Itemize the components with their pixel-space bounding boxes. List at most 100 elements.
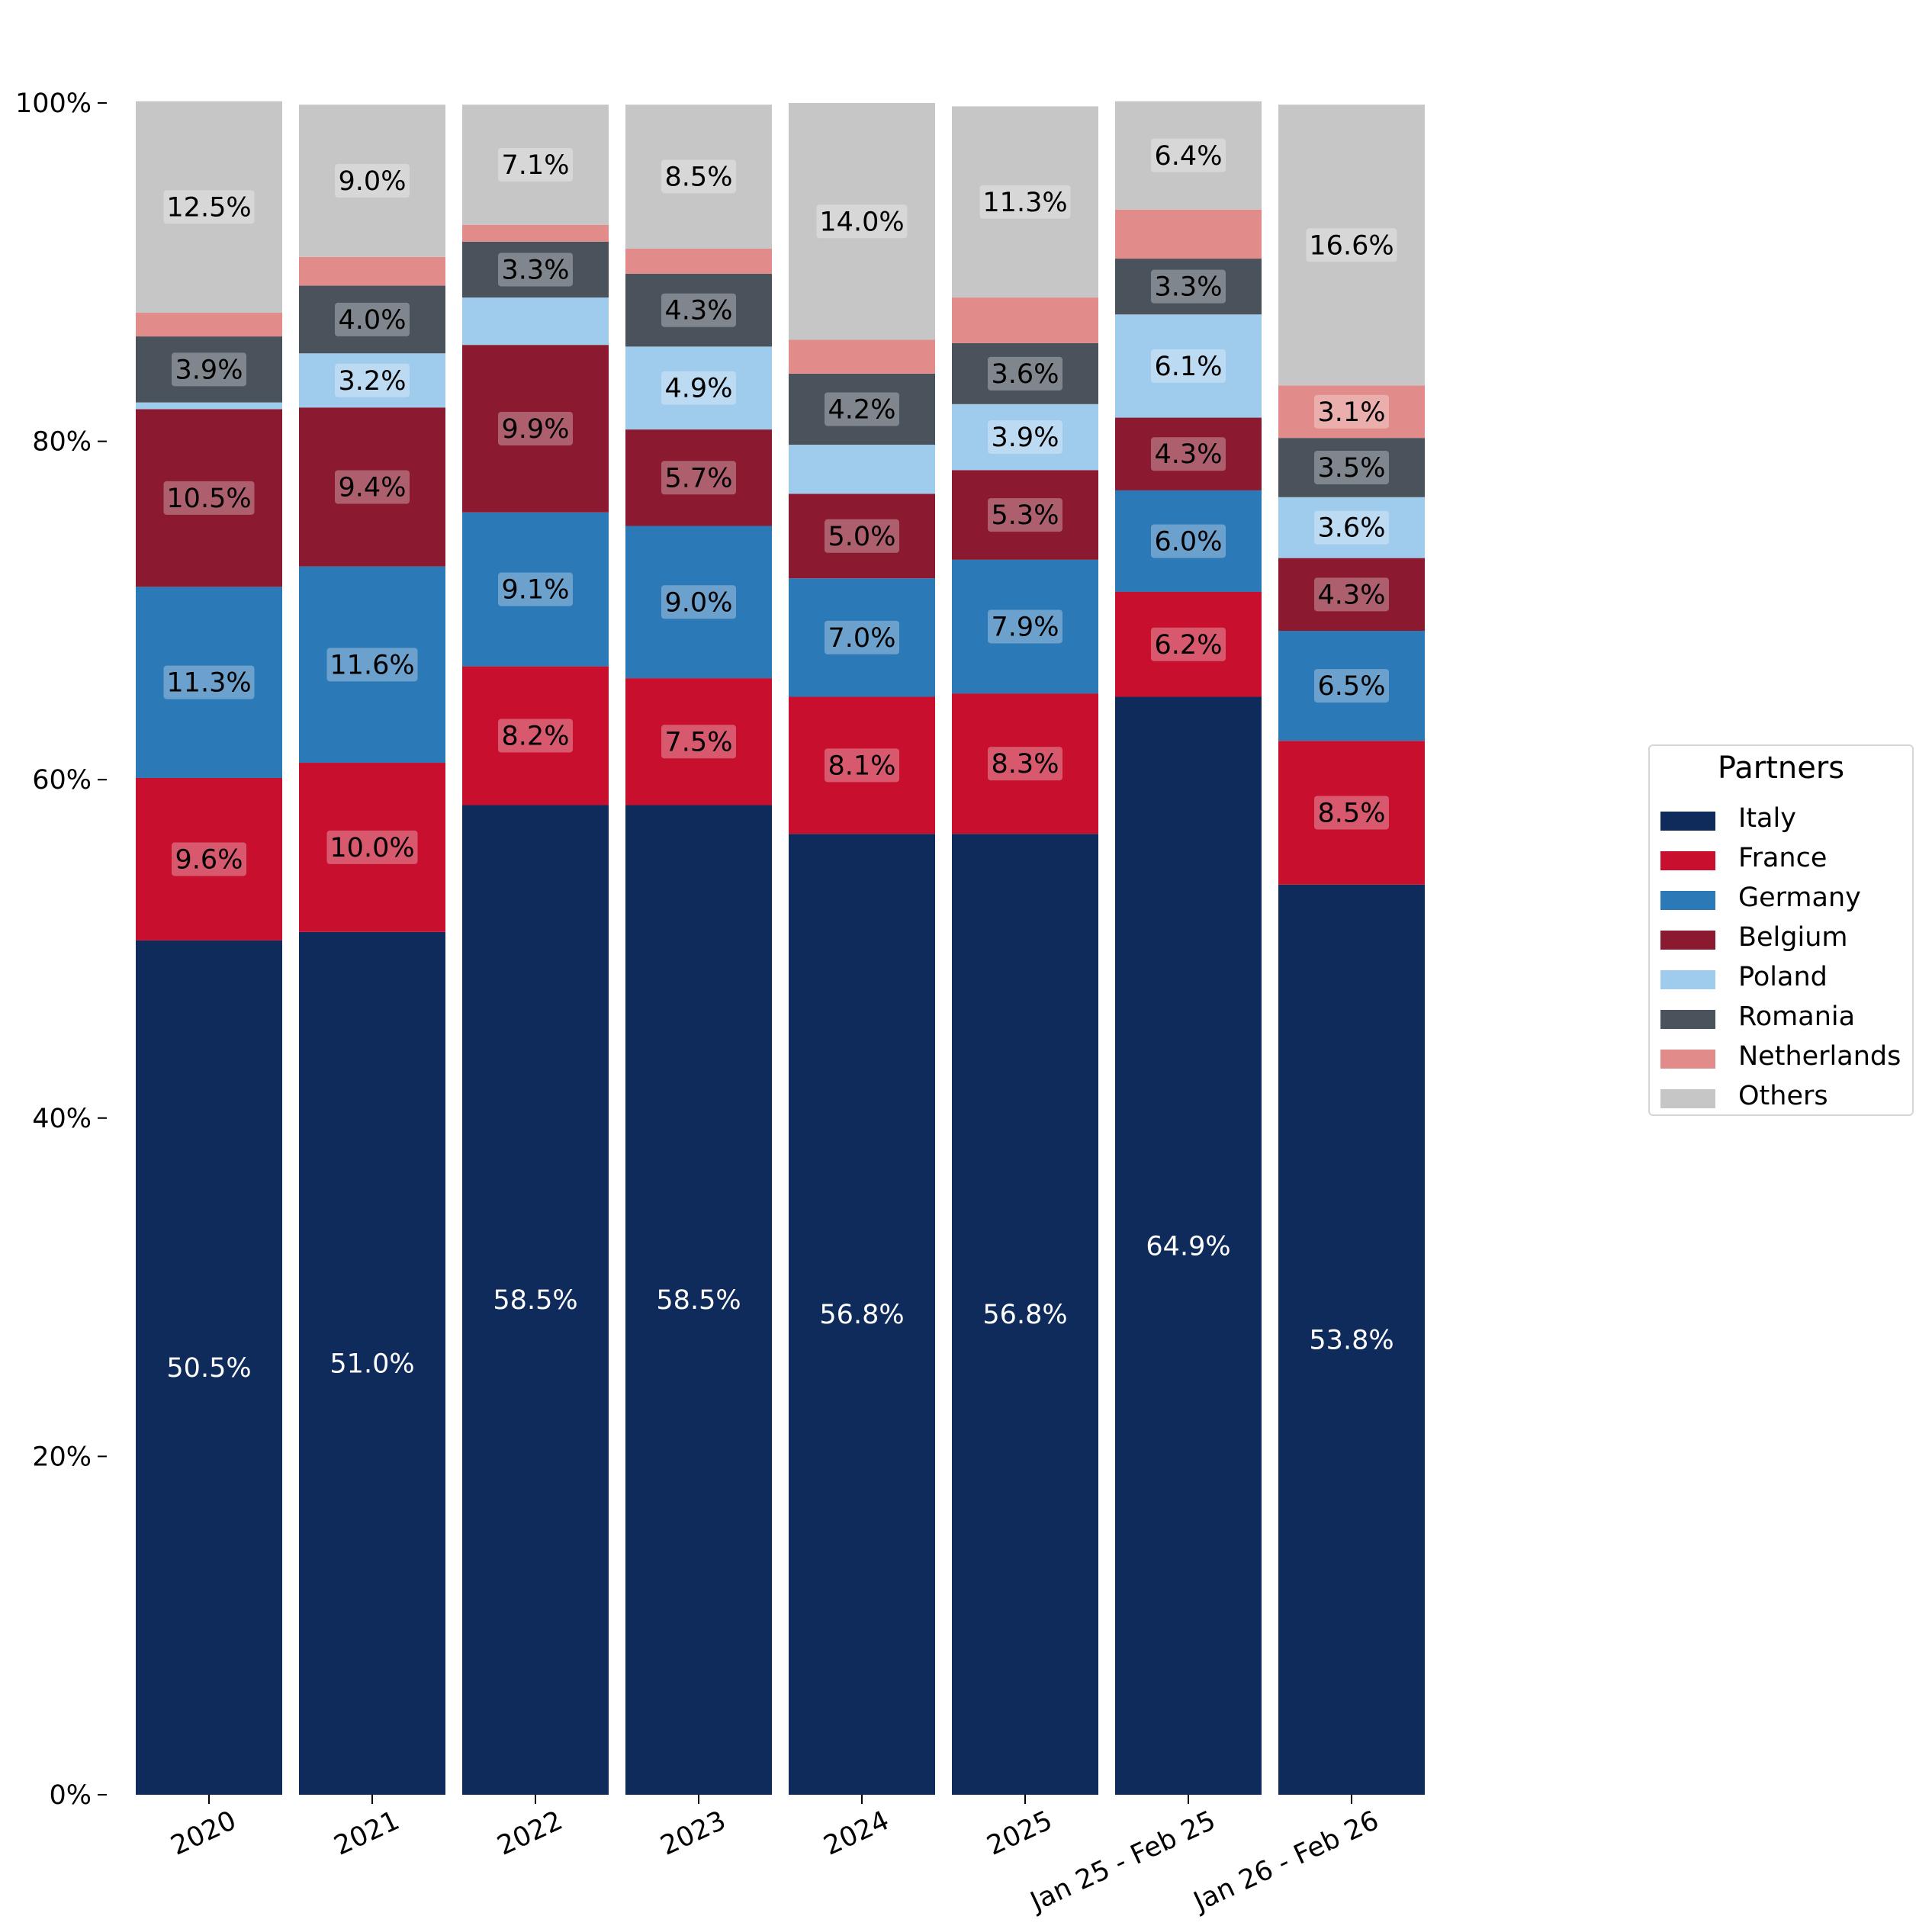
data-label-netherlands-jan-26-feb-26: 3.1% <box>1318 397 1386 428</box>
legend-title: Partners <box>1717 751 1845 786</box>
data-label-box <box>1151 627 1226 661</box>
bar-segment-germany-jan-25-feb-25 <box>1115 490 1262 593</box>
legend-item-belgium: Belgium <box>1660 920 1912 960</box>
data-label-others-2023: 8.5% <box>665 162 733 192</box>
data-label-others-2020: 12.5% <box>166 192 251 223</box>
data-label-box <box>498 572 573 606</box>
data-label-italy-2021: 51.0% <box>330 1349 414 1379</box>
bar-segment-germany-2023 <box>625 526 772 679</box>
x-tick-label-2022: 2022 <box>493 1805 567 1862</box>
bar-segment-others-jan-26-feb-26 <box>1278 104 1425 386</box>
legend-item-others: Others <box>1660 1079 1912 1118</box>
bar-segment-france-2021 <box>299 763 445 932</box>
data-label-others-2022: 7.1% <box>502 150 570 181</box>
y-tick-label: 80% <box>32 427 92 458</box>
bar-segment-netherlands-2020 <box>136 313 282 337</box>
x-tick-label-2021: 2021 <box>330 1805 404 1862</box>
data-label-box <box>988 747 1062 781</box>
legend-swatch <box>1660 1089 1715 1108</box>
data-label-italy-2020: 50.5% <box>166 1353 251 1384</box>
data-label-others-jan-25-feb-25: 6.4% <box>1155 141 1223 172</box>
data-label-italy-2024: 56.8% <box>819 1300 904 1330</box>
data-label-france-2022: 8.2% <box>502 722 570 752</box>
bar-segment-romania-2021 <box>299 285 445 354</box>
data-label-germany-2022: 9.1% <box>502 575 570 606</box>
bar-segment-poland-2024 <box>789 445 935 494</box>
data-label-box <box>1314 796 1389 830</box>
data-label-box <box>1314 510 1389 545</box>
data-label-box <box>498 719 573 753</box>
bar-segment-romania-2024 <box>789 373 935 445</box>
bar-segment-others-2025 <box>952 106 1098 298</box>
bar-segment-belgium-2024 <box>789 494 935 579</box>
bar-segment-italy-jan-25-feb-25 <box>1115 696 1262 1795</box>
data-label-france-2023: 7.5% <box>665 727 733 757</box>
data-label-italy-jan-25-feb-25: 64.9% <box>1146 1231 1230 1262</box>
data-label-box <box>1306 228 1397 262</box>
data-label-others-2021: 9.0% <box>339 166 407 197</box>
bar-segment-italy-2023 <box>625 805 772 1795</box>
data-label-box <box>979 185 1071 219</box>
legend-item-france: France <box>1660 841 1912 880</box>
x-tick-label-jan-26-feb-26: Jan 26 - Feb 26 <box>1188 1805 1384 1918</box>
data-label-france-2024: 8.1% <box>828 751 896 781</box>
data-label-romania-2025: 3.6% <box>992 359 1059 390</box>
data-label-box <box>816 204 908 239</box>
x-tick-label-2020: 2020 <box>166 1805 241 1862</box>
legend-item-netherlands: Netherlands <box>1660 1039 1912 1079</box>
data-label-box <box>1151 349 1226 383</box>
data-label-poland-jan-25-feb-25: 6.1% <box>1155 352 1223 382</box>
y-tick-label: 40% <box>32 1104 92 1134</box>
data-label-box <box>661 725 736 759</box>
y-tick-label: 60% <box>32 765 92 796</box>
bar-segment-others-2024 <box>789 103 935 340</box>
bar-segment-france-2020 <box>136 777 282 940</box>
data-label-box <box>988 420 1062 455</box>
data-label-box <box>661 159 736 194</box>
legend-item-germany: Germany <box>1660 880 1912 920</box>
bar-segment-belgium-2020 <box>136 409 282 587</box>
data-label-box <box>825 748 899 783</box>
legend-item-poland: Poland <box>1660 960 1912 999</box>
data-label-germany-2020: 11.3% <box>166 668 251 699</box>
bar-segment-germany-2022 <box>462 512 609 667</box>
bar-segment-italy-jan-26-feb-26 <box>1278 884 1425 1795</box>
data-label-france-jan-25-feb-25: 6.2% <box>1155 630 1223 661</box>
data-label-germany-jan-25-feb-25: 6.0% <box>1155 526 1223 557</box>
bar-segment-italy-2024 <box>789 834 935 1795</box>
data-label-box <box>988 609 1062 644</box>
x-tick-label-2025: 2025 <box>982 1805 1057 1862</box>
bar-segment-belgium-jan-25-feb-25 <box>1115 417 1262 490</box>
y-tick-label: 0% <box>49 1780 92 1811</box>
y-axis: 0% 20% 40% 60% 80% 100% <box>15 88 107 1811</box>
data-label-box <box>1151 437 1226 471</box>
bar-segment-others-jan-25-feb-25 <box>1115 101 1262 210</box>
data-label-box <box>163 481 255 515</box>
data-label-germany-2024: 7.0% <box>828 623 896 654</box>
bar-segment-italy-2020 <box>136 940 282 1795</box>
data-label-box <box>335 470 410 504</box>
data-label-box <box>1151 269 1226 304</box>
data-label-italy-2025: 56.8% <box>982 1300 1067 1330</box>
bar-segment-netherlands-2024 <box>789 339 935 374</box>
bar-segment-romania-2025 <box>952 342 1098 404</box>
legend-label: Netherlands <box>1738 1041 1901 1072</box>
data-label-others-2024: 14.0% <box>819 207 904 237</box>
data-label-belgium-2022: 9.9% <box>502 414 570 445</box>
data-label-others-jan-26-feb-26: 16.6% <box>1309 230 1394 261</box>
data-label-box <box>1151 524 1226 558</box>
bar-segment-others-2020 <box>136 101 282 313</box>
data-label-germany-2025: 7.9% <box>992 612 1059 642</box>
legend-label: Italy <box>1738 803 1796 834</box>
data-label-box <box>172 352 246 387</box>
data-label-box <box>335 302 410 336</box>
data-label-box <box>1314 669 1389 703</box>
bar-segment-belgium-2021 <box>299 407 445 567</box>
bar-segment-others-2022 <box>462 104 609 225</box>
bar-segment-france-2022 <box>462 666 609 805</box>
bar-segment-netherlands-2021 <box>299 256 445 286</box>
legend-label: France <box>1738 843 1828 873</box>
bar-segment-poland-2023 <box>625 346 772 430</box>
